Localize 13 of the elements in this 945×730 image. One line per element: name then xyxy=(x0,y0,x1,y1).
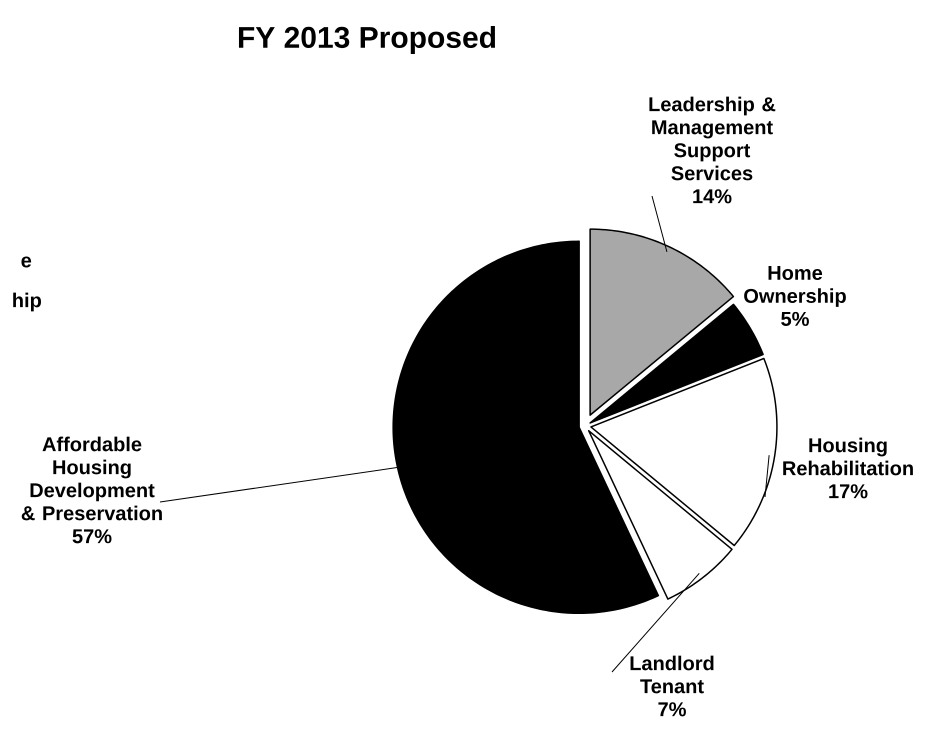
slice-label: Housing Rehabilitation xyxy=(783,438,913,476)
slice-label: Landlord Tenant xyxy=(630,656,714,694)
text: e xyxy=(21,256,32,268)
data-label: 5% xyxy=(781,312,809,326)
slice-label: Leadership & Management Support Services xyxy=(649,96,776,180)
text: hip xyxy=(13,292,41,312)
chart-title: FY 2013 Proposed xyxy=(238,26,496,54)
data-label: 57% xyxy=(72,529,112,544)
data-label: 17% xyxy=(829,484,868,498)
slice-label: Affordable Housing Development & Preservation xyxy=(22,436,162,520)
data-label: 14% xyxy=(693,189,732,204)
data-label: 7% xyxy=(658,702,686,716)
slice-label: Home Ownership xyxy=(744,266,846,307)
